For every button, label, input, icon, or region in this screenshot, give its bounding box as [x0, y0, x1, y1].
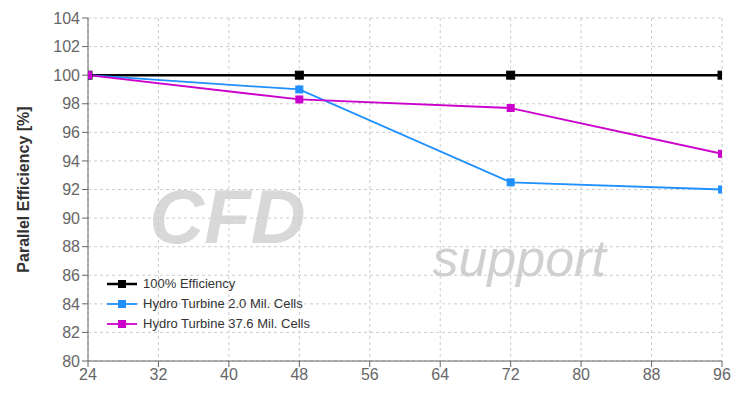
- svg-text:96: 96: [713, 366, 731, 383]
- svg-text:94: 94: [62, 153, 80, 170]
- svg-text:96: 96: [62, 124, 80, 141]
- svg-text:64: 64: [431, 366, 449, 383]
- svg-text:90: 90: [62, 210, 80, 227]
- svg-text:84: 84: [62, 296, 80, 313]
- svg-text:80: 80: [62, 353, 80, 370]
- svg-text:24: 24: [79, 366, 97, 383]
- html-text:100% Efficiency: 100% Efficiency: [143, 275, 236, 291]
- svg-text:102: 102: [53, 38, 80, 55]
- svg-text:82: 82: [62, 324, 80, 341]
- html-text:Hydro Turbine 2.0 Mil. Cells: Hydro Turbine 2.0 Mil. Cells: [143, 295, 303, 311]
- html-text:CFD: CFD: [149, 173, 306, 259]
- svg-text:100: 100: [53, 67, 80, 84]
- svg-text:32: 32: [150, 366, 168, 383]
- svg-text:104: 104: [53, 10, 80, 27]
- svg-text:88: 88: [643, 366, 661, 383]
- svg-text:92: 92: [62, 181, 80, 198]
- svg-text:48: 48: [290, 366, 308, 383]
- svg-text:Parallel Efficiency [%]: Parallel Efficiency [%]: [15, 106, 32, 272]
- svg-text:40: 40: [220, 366, 238, 383]
- svg-text:72: 72: [502, 366, 520, 383]
- html-text:support: support: [432, 229, 606, 288]
- svg-text:80: 80: [572, 366, 590, 383]
- html-text:Hydro Turbine 37.6 Mil. Cells: Hydro Turbine 37.6 Mil. Cells: [143, 315, 310, 331]
- svg-text:88: 88: [62, 238, 80, 255]
- svg-text:56: 56: [361, 366, 379, 383]
- svg-text:98: 98: [62, 95, 80, 112]
- svg-text:86: 86: [62, 267, 80, 284]
